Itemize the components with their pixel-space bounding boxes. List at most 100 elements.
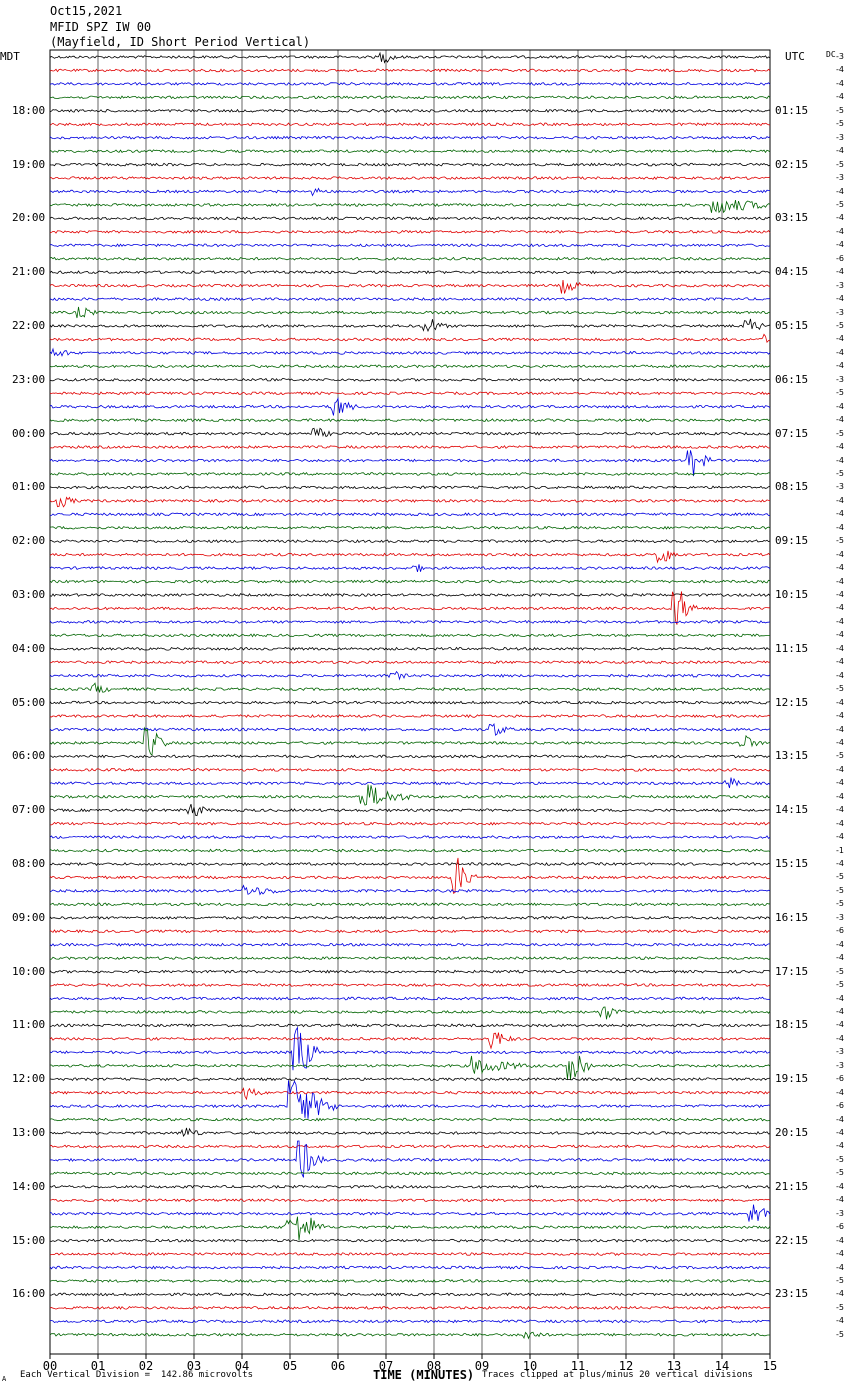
dc-offset: -4 — [836, 778, 844, 788]
dc-offset: -5 — [836, 1329, 844, 1339]
right-hour-label: 13:15 — [775, 749, 809, 763]
x-tick-label: 06 — [331, 1359, 345, 1373]
dc-offset: -5 — [836, 1302, 844, 1312]
right-hour-label: 03:15 — [775, 211, 809, 225]
seismic-trace — [49, 162, 771, 167]
right-hour-label: 05:15 — [775, 319, 809, 332]
dc-offset: -4 — [836, 1114, 844, 1124]
dc-label: DC — [826, 50, 836, 59]
dc-offset: -4 — [836, 1128, 844, 1137]
seismic-trace — [49, 682, 771, 693]
dc-offset: -5 — [836, 159, 844, 169]
dc-offset: -4 — [836, 711, 844, 721]
right-hour-label: 21:15 — [775, 1179, 809, 1193]
seismic-trace — [49, 550, 771, 564]
dc-offset: -4 — [836, 993, 844, 1003]
dc-offset: -4 — [836, 1087, 844, 1097]
dc-offset: -4 — [836, 522, 844, 532]
right-hour-label: 09:15 — [775, 534, 809, 548]
x-tick-label: 14 — [715, 1359, 729, 1373]
dc-offset: -4 — [836, 576, 844, 586]
x-tick-label: 13 — [667, 1359, 681, 1373]
left-hour-label: 20:00 — [12, 211, 46, 225]
dc-offset: -5 — [836, 684, 844, 694]
dc-offset: -4 — [836, 226, 844, 236]
seismic-trace — [49, 318, 771, 333]
seismic-trace — [49, 347, 771, 357]
right-hour-label: 10:15 — [775, 588, 809, 601]
x-tick-label: 00 — [43, 1359, 57, 1373]
seismic-trace — [49, 1023, 770, 1028]
seismic-trace — [49, 485, 771, 490]
header-date: Oct15,2021 — [50, 4, 123, 18]
seismic-trace — [49, 1305, 771, 1310]
dc-offset: -4 — [836, 1235, 844, 1245]
dc-offset: -5 — [836, 388, 844, 398]
right-hour-label: 04:15 — [775, 265, 809, 279]
dc-offset: -4 — [836, 832, 844, 842]
seismic-trace — [49, 579, 771, 584]
left-hour-label: 09:00 — [12, 910, 46, 924]
header-station: MFID SPZ IW 00 — [50, 19, 152, 34]
dc-offset: -4 — [836, 213, 844, 223]
dc-offset: -4 — [836, 657, 844, 667]
dc-offset: -4 — [836, 1195, 844, 1205]
right-hour-label: 07:15 — [775, 426, 809, 440]
dc-offset: -3 — [836, 132, 844, 142]
x-tick-label: 09 — [475, 1359, 489, 1373]
corner-mark: A — [2, 1375, 7, 1383]
dc-offset: -4 — [836, 859, 844, 868]
right-hour-label: 19:15 — [775, 1072, 809, 1086]
dc-offset: -4 — [836, 563, 844, 573]
dc-offset: -5 — [836, 119, 844, 129]
left-hour-label: 10:00 — [12, 964, 46, 978]
dc-offset: -3 — [836, 52, 844, 61]
dc-offset: -4 — [836, 818, 844, 828]
seismic-trace — [49, 902, 771, 907]
seismic-trace — [49, 591, 771, 625]
seismic-trace — [49, 450, 771, 477]
dc-offset: -4 — [836, 495, 844, 505]
dc-offset: -4 — [836, 240, 844, 250]
left-hour-label: 04:00 — [12, 641, 46, 655]
seismic-trace — [49, 1117, 771, 1122]
seismic-trace — [49, 333, 771, 344]
dc-offset: -4 — [836, 791, 844, 801]
right-hour-label: 12:15 — [775, 695, 809, 709]
left-hour-label: 21:00 — [12, 265, 46, 279]
seismic-trace — [49, 835, 771, 839]
scale-note: Each Vertical Division = 142.86 microvol… — [20, 1370, 253, 1380]
seismic-trace — [49, 445, 771, 449]
seismic-trace — [49, 95, 771, 100]
seismic-trace — [49, 1331, 770, 1340]
dc-offset: -4 — [836, 670, 844, 680]
dc-offset: -5 — [836, 199, 844, 209]
seismic-trace — [49, 279, 771, 294]
seismic-trace — [49, 1006, 771, 1020]
dc-offset: -4 — [836, 939, 844, 949]
dc-offset: -4 — [836, 1033, 844, 1043]
x-tick-label: 03 — [187, 1359, 201, 1373]
seismic-trace — [49, 646, 771, 651]
seismic-trace — [49, 942, 770, 947]
right-hour-label: 11:15 — [775, 641, 809, 655]
seismic-trace — [49, 1032, 771, 1050]
seismic-trace — [49, 1144, 771, 1149]
dc-offset: -4 — [836, 146, 844, 156]
right-zone-label: UTC — [785, 50, 805, 63]
dc-offset: -5 — [836, 1168, 844, 1178]
seismic-trace — [49, 525, 771, 530]
seismic-trace — [49, 857, 771, 894]
dc-offset: -4 — [836, 616, 844, 626]
dc-offset: -4 — [836, 1141, 844, 1151]
right-hour-label: 16:15 — [775, 910, 809, 924]
seismic-trace — [49, 496, 771, 508]
left-hour-label: 07:00 — [12, 803, 46, 817]
dc-offset: -5 — [836, 1275, 844, 1285]
seismic-trace — [49, 1026, 771, 1071]
dc-offset: -4 — [836, 267, 844, 277]
dc-offset: -3 — [836, 1047, 844, 1057]
left-hour-label: 12:00 — [12, 1072, 46, 1086]
x-tick-label: 15 — [763, 1359, 777, 1373]
